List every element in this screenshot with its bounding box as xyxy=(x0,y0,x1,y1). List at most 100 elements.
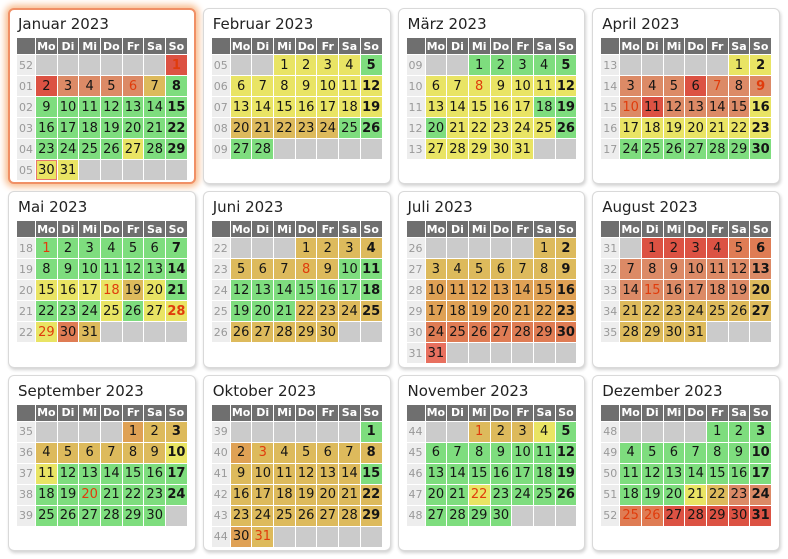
day-cell[interactable]: 18 xyxy=(447,301,468,322)
day-cell[interactable]: 25 xyxy=(360,301,382,322)
day-cell[interactable]: 14 xyxy=(512,280,533,301)
day-cell[interactable]: 12 xyxy=(663,97,685,117)
day-cell[interactable]: 31 xyxy=(79,322,101,343)
day-cell[interactable]: 9 xyxy=(317,259,339,280)
day-cell[interactable]: 2 xyxy=(555,238,577,259)
day-cell[interactable]: 15 xyxy=(122,463,144,484)
day-cell[interactable]: 7 xyxy=(706,76,728,96)
day-cell[interactable]: 26 xyxy=(468,322,490,343)
day-cell[interactable]: 17 xyxy=(79,280,101,301)
day-cell[interactable]: 15 xyxy=(468,463,490,484)
day-cell[interactable]: 22 xyxy=(533,301,555,322)
day-cell[interactable]: 19 xyxy=(101,118,122,138)
day-cell[interactable]: 3 xyxy=(79,238,101,259)
day-cell[interactable]: 11 xyxy=(101,259,122,280)
day-cell[interactable]: 24 xyxy=(317,118,339,138)
day-cell[interactable]: 13 xyxy=(490,280,512,301)
day-cell[interactable]: 19 xyxy=(57,484,79,505)
day-cell[interactable]: 9 xyxy=(728,442,750,463)
day-cell[interactable]: 30 xyxy=(750,139,771,159)
day-cell[interactable]: 26 xyxy=(555,484,577,505)
day-cell[interactable]: 7 xyxy=(274,259,295,280)
day-cell[interactable]: 13 xyxy=(122,97,144,117)
day-cell[interactable]: 14 xyxy=(447,463,468,484)
day-cell[interactable]: 12 xyxy=(468,280,490,301)
day-cell[interactable]: 26 xyxy=(122,301,144,322)
day-cell[interactable]: 25 xyxy=(101,301,122,322)
day-cell[interactable]: 16 xyxy=(663,280,685,301)
day-cell[interactable]: 14 xyxy=(339,463,360,484)
day-cell[interactable]: 2 xyxy=(728,421,750,442)
day-cell[interactable]: 23 xyxy=(728,484,750,505)
day-cell[interactable]: 1 xyxy=(706,421,728,442)
day-cell[interactable]: 21 xyxy=(512,301,533,322)
day-cell[interactable]: 18 xyxy=(360,280,382,301)
day-cell[interactable]: 19 xyxy=(360,97,382,117)
day-cell[interactable]: 15 xyxy=(468,97,490,117)
day-cell[interactable]: 10 xyxy=(685,259,706,280)
day-cell[interactable]: 28 xyxy=(274,322,295,343)
day-cell[interactable]: 4 xyxy=(339,55,360,75)
day-cell[interactable]: 17 xyxy=(620,118,641,138)
day-cell[interactable]: 2 xyxy=(490,55,512,75)
day-cell[interactable]: 21 xyxy=(166,280,187,301)
day-cell[interactable]: 29 xyxy=(641,322,663,343)
day-cell[interactable]: 10 xyxy=(512,76,533,96)
day-cell[interactable]: 16 xyxy=(144,463,166,484)
day-cell[interactable]: 9 xyxy=(295,76,317,96)
day-cell[interactable]: 21 xyxy=(685,484,706,505)
day-cell[interactable]: 4 xyxy=(641,76,663,96)
day-cell[interactable]: 20 xyxy=(317,484,339,505)
day-cell[interactable]: 13 xyxy=(663,463,685,484)
day-cell[interactable]: 17 xyxy=(512,97,533,117)
day-cell[interactable]: 23 xyxy=(750,118,771,138)
day-cell[interactable]: 9 xyxy=(555,259,577,280)
day-cell[interactable]: 28 xyxy=(252,139,274,159)
day-cell[interactable]: 16 xyxy=(490,97,512,117)
day-cell[interactable]: 5 xyxy=(295,442,317,463)
day-cell[interactable]: 6 xyxy=(425,442,447,463)
day-cell[interactable]: 4 xyxy=(620,442,641,463)
day-cell[interactable]: 23 xyxy=(57,301,79,322)
day-cell[interactable]: 27 xyxy=(79,505,101,526)
day-cell[interactable]: 3 xyxy=(166,421,187,442)
day-cell[interactable]: 8 xyxy=(166,76,187,96)
day-cell[interactable]: 5 xyxy=(728,238,750,259)
day-cell[interactable]: 10 xyxy=(252,463,274,484)
day-cell[interactable]: 25 xyxy=(533,118,555,138)
day-cell[interactable]: 14 xyxy=(447,97,468,117)
day-cell[interactable]: 9 xyxy=(57,259,79,280)
day-cell[interactable]: 6 xyxy=(750,238,771,259)
day-cell[interactable]: 12 xyxy=(122,259,144,280)
day-cell[interactable]: 21 xyxy=(339,484,360,505)
day-cell[interactable]: 9 xyxy=(750,76,771,96)
day-cell[interactable]: 25 xyxy=(36,505,57,526)
day-cell[interactable]: 25 xyxy=(706,301,728,322)
day-cell[interactable]: 5 xyxy=(555,421,577,442)
day-cell[interactable]: 24 xyxy=(79,301,101,322)
day-cell[interactable]: 2 xyxy=(230,442,252,463)
day-cell[interactable]: 3 xyxy=(339,238,360,259)
day-cell[interactable]: 1 xyxy=(360,421,382,442)
day-cell[interactable]: 14 xyxy=(252,97,274,117)
day-cell[interactable]: 19 xyxy=(663,118,685,138)
day-cell[interactable]: 17 xyxy=(685,280,706,301)
day-cell[interactable]: 9 xyxy=(230,463,252,484)
day-cell[interactable]: 18 xyxy=(641,118,663,138)
day-cell[interactable]: 17 xyxy=(750,463,771,484)
day-cell[interactable]: 4 xyxy=(706,238,728,259)
day-cell[interactable]: 16 xyxy=(490,463,512,484)
day-cell[interactable]: 1 xyxy=(728,55,750,75)
day-cell[interactable]: 20 xyxy=(79,484,101,505)
day-cell[interactable]: 8 xyxy=(36,259,57,280)
day-cell[interactable]: 7 xyxy=(512,259,533,280)
day-cell[interactable]: 9 xyxy=(144,442,166,463)
day-cell[interactable]: 31 xyxy=(512,139,533,159)
day-cell[interactable]: 17 xyxy=(317,97,339,117)
day-cell[interactable]: 1 xyxy=(641,238,663,259)
day-cell[interactable]: 20 xyxy=(425,118,447,138)
day-cell[interactable]: 3 xyxy=(57,76,79,96)
day-cell[interactable]: 29 xyxy=(36,322,57,343)
day-cell[interactable]: 18 xyxy=(339,97,360,117)
day-cell[interactable]: 24 xyxy=(750,484,771,505)
